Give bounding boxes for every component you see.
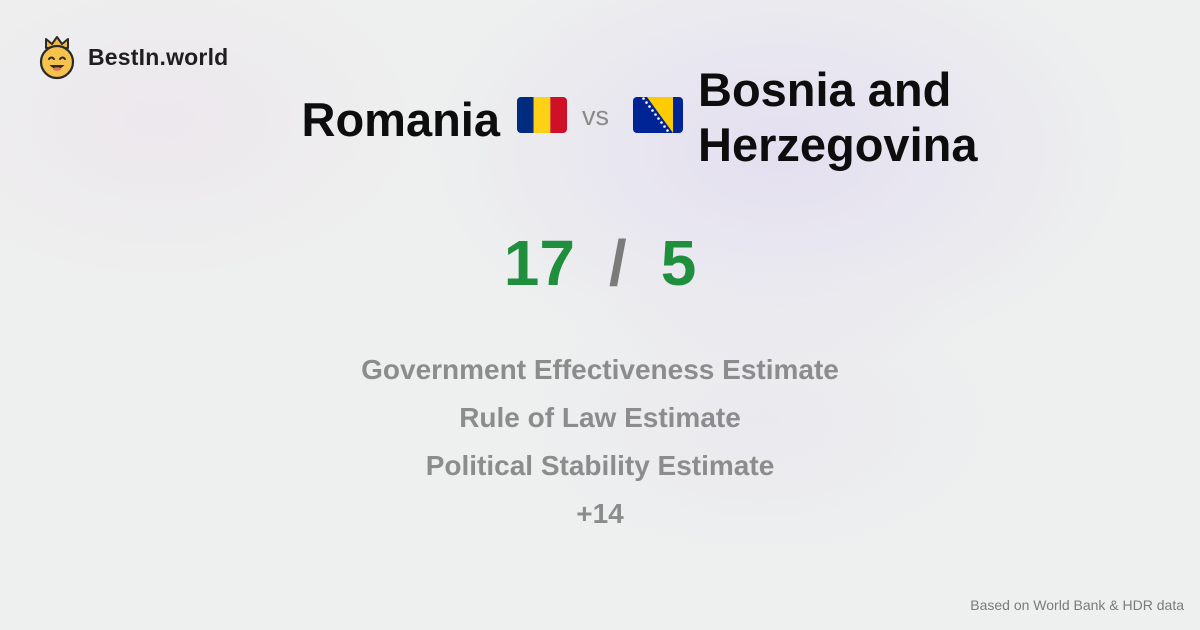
flag-romania-icon <box>517 97 567 133</box>
country2-name: Bosnia and Herzegovina <box>698 62 977 172</box>
crowned-smiley-icon <box>39 36 75 80</box>
brand-name: BestIn.world <box>88 43 229 70</box>
vs-label: vs <box>582 101 609 131</box>
metric-item: Political Stability Estimate <box>425 450 775 481</box>
score-separator: / <box>608 227 627 299</box>
country2-name-line2: Herzegovina <box>698 118 978 171</box>
country2-name-line1: Bosnia and <box>698 63 952 116</box>
brand[interactable]: BestIn.world <box>38 34 228 80</box>
metrics-list: Government Effectiveness Estimate Rule o… <box>0 346 1200 538</box>
more-metrics-count[interactable]: +14 <box>576 498 624 529</box>
score-country2: 5 <box>660 227 697 299</box>
score: 17 / 5 <box>0 226 1200 300</box>
data-source-note: Based on World Bank & HDR data <box>970 597 1184 613</box>
score-country1: 17 <box>503 227 575 299</box>
country1-name: Romania <box>301 93 501 146</box>
metric-item: Rule of Law Estimate <box>459 402 741 433</box>
flag-bosnia-icon <box>633 97 683 133</box>
metric-item: Government Effectiveness Estimate <box>361 354 839 385</box>
